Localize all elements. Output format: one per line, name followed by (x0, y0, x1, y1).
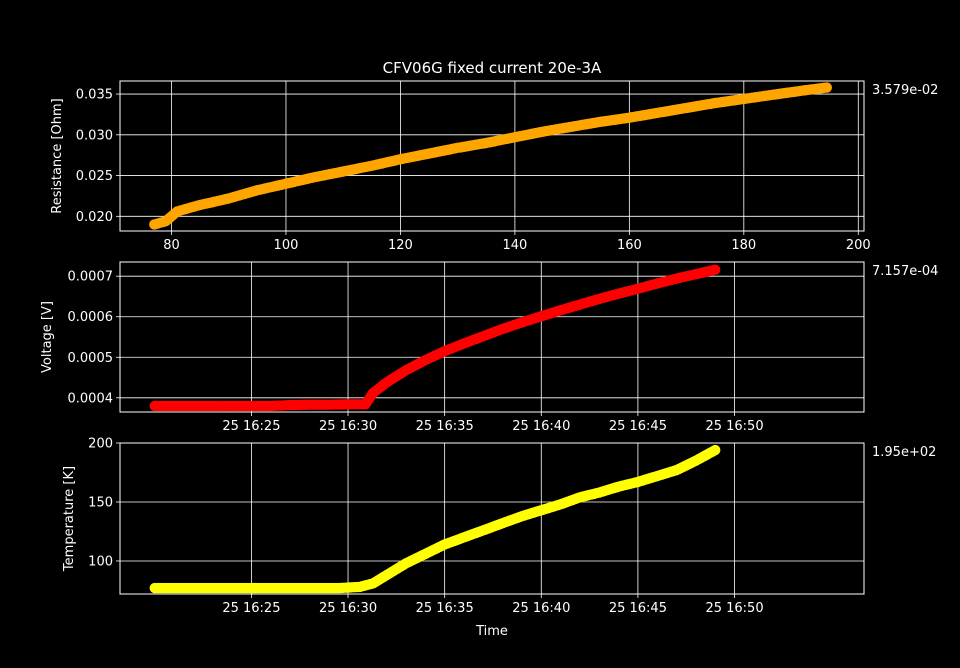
temperature-y-axis-label: Temperature [K] (62, 466, 77, 572)
resistance-series (149, 82, 832, 230)
figure-title: CFV06G fixed current 20e-3A (383, 59, 602, 77)
temperature-last-value-label: 1.95e+02 (872, 445, 936, 460)
voltage-panel: 25 16:25 25 16:30 25 16:35 25 16:40 25 16:45… (40, 261, 938, 434)
voltage-y-tick-label: 0.0007 (68, 270, 114, 285)
resistance-x-tick-label: 200 (846, 238, 871, 253)
temperature-y-tick-label: 200 (88, 437, 113, 452)
resistance-y-tick-label: 0.020 (76, 210, 113, 225)
temperature-x-tick-label: 25 16:35 (416, 601, 474, 616)
resistance-data-point (821, 82, 832, 93)
resistance-panel: 80 100 120 140 160 180 200 0.020 0.025 0.030 0.035… (50, 80, 938, 253)
resistance-x-tick-label: 80 (163, 238, 180, 253)
temperature-x-tick-label: 25 16:30 (319, 601, 377, 616)
voltage-y-axis-label: Voltage [V] (40, 301, 55, 373)
temperature-y-tick-label: 150 (88, 495, 113, 510)
resistance-y-axis-label: Resistance [Ohm] (50, 98, 65, 213)
temperature-x-tick-label: 25 16:40 (512, 601, 570, 616)
resistance-last-value-label: 3.579e-02 (872, 83, 938, 98)
temperature-x-tick-label: 25 16:45 (609, 601, 667, 616)
voltage-x-tick-label: 25 16:50 (705, 419, 763, 434)
resistance-y-tick-label: 0.025 (76, 169, 113, 184)
voltage-x-tick-label: 25 16:25 (222, 419, 280, 434)
voltage-x-tick-label: 25 16:35 (416, 419, 474, 434)
resistance-x-tick-label: 180 (731, 238, 756, 253)
voltage-data-point (710, 264, 721, 275)
temperature-x-axis-label: Time (475, 624, 508, 639)
temperature-panel: 25 16:25 25 16:30 25 16:35 25 16:40 25 16:45… (62, 437, 936, 640)
voltage-x-tick-label: 25 16:45 (609, 419, 667, 434)
voltage-y-tick-label: 0.0006 (68, 310, 114, 325)
resistance-x-tick-label: 120 (388, 238, 413, 253)
voltage-last-value-label: 7.157e-04 (872, 264, 938, 279)
resistance-y-tick-label: 0.035 (76, 88, 113, 103)
voltage-axes-frame (119, 261, 865, 413)
voltage-y-tick-label: 0.0004 (68, 391, 114, 406)
temperature-axes-frame (119, 442, 865, 595)
temperature-x-tick-label: 25 16:50 (705, 601, 763, 616)
voltage-x-tick-label: 25 16:40 (512, 419, 570, 434)
temperature-data-point (710, 444, 721, 456)
temperature-x-tick-label: 25 16:25 (222, 601, 280, 616)
resistance-x-tick-label: 100 (274, 238, 299, 253)
voltage-x-tick-label: 25 16:30 (319, 419, 377, 434)
resistance-x-tick-label: 140 (502, 238, 527, 253)
voltage-y-tick-label: 0.0005 (68, 351, 114, 366)
temperature-y-tick-label: 100 (88, 554, 113, 569)
voltage-series (149, 264, 721, 412)
resistance-axes-frame (119, 80, 865, 232)
temperature-series (149, 444, 721, 594)
resistance-x-tick-label: 160 (617, 238, 642, 253)
resistance-y-tick-label: 0.030 (76, 128, 113, 143)
